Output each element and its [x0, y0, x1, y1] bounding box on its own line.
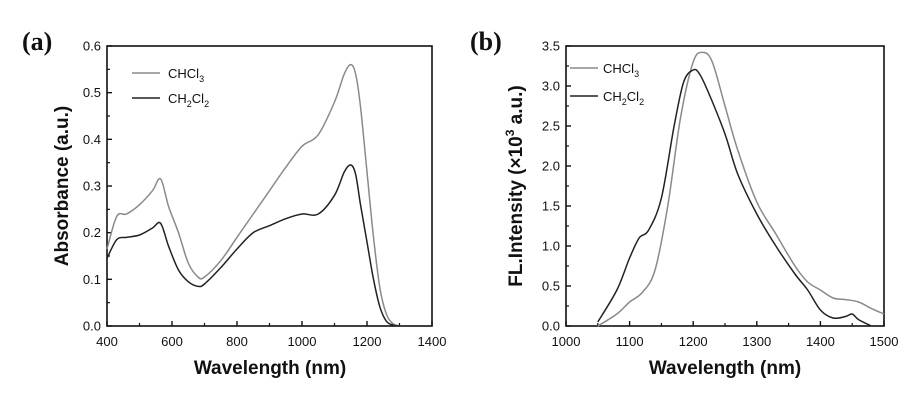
- panel-a-y-tick-label: 0.3: [83, 179, 101, 194]
- panel-b-label: (b): [470, 27, 502, 56]
- panel-b-y-tick-label: 3.5: [542, 39, 560, 54]
- panel-b-x-tick-label: 1400: [806, 334, 835, 349]
- panel-b-y-tick-label: 1.0: [542, 239, 560, 254]
- panel-a-y-tick-label: 0.2: [83, 225, 101, 240]
- panel-a-y-tick-label: 0.4: [83, 132, 101, 147]
- panel-a-x-tick-label: 800: [226, 334, 248, 349]
- panel-b-x-tick-label: 1100: [616, 334, 644, 349]
- panel-b-series-line-ch2cl2: [597, 68, 872, 327]
- panel-a-ticks: 400 600 800 1000 1200 1400 0.0 0.1 0.2 0.3 0.4 0.5 0…: [83, 39, 447, 350]
- panel-b-plot-frame: [565, 45, 885, 327]
- panel-a-series: [106, 63, 400, 327]
- panel-a-y-axis-title: Absorbance (a.u.): [52, 106, 73, 266]
- panel-a-x-tick-label: 1400: [418, 334, 447, 349]
- panel-b-legend-chcl3: CHCl3: [603, 61, 639, 79]
- panel-a-legend: CHCl3 CH2Cl2: [132, 66, 209, 109]
- panel-a-series-line-chcl3: [106, 63, 400, 327]
- panel-b-x-tick-label: 1000: [552, 334, 581, 349]
- panel-b-legend: CHCl3 CH2Cl2: [570, 61, 644, 107]
- panel-b-series-line-chcl3: [597, 51, 885, 327]
- panel-b-ticks: 1000 1100 1200 1300 1400 1500 0.0 0.5 1.0 1.5 2.0 2…: [542, 39, 899, 350]
- panel-b-y-tick-label: 2.5: [542, 119, 560, 134]
- panel-b: (b) 1000 1100 1200 1300 1400 1500 0.0 0.5 1.0 1.5…: [470, 27, 898, 379]
- panel-b-series: [597, 51, 885, 327]
- panel-a-y-tick-label: 0.1: [83, 272, 101, 287]
- panel-b-y-tick-label: 0.0: [542, 319, 560, 334]
- panel-b-y-axis-title: FL.Intensity (×103 a.u.): [503, 85, 527, 286]
- panel-a-y-tick-label: 0.0: [83, 319, 101, 334]
- panel-b-x-axis-title: Wavelength (nm): [649, 358, 801, 379]
- panel-b-y-tick-label: 3.0: [542, 79, 560, 94]
- panel-a-legend-ch2cl2: CH2Cl2: [168, 91, 209, 109]
- panel-b-x-tick-label: 1300: [742, 334, 771, 349]
- panel-a-x-tick-label: 400: [96, 334, 118, 349]
- panel-a-label: (a): [22, 27, 52, 56]
- panel-b-x-tick-label: 1500: [870, 334, 899, 349]
- panel-a-series-line-ch2cl2: [106, 164, 400, 327]
- panel-a: (a) 400 600 800 1000 1200 1400 0.0 0.1 0.2 0.3 0.4…: [22, 27, 446, 379]
- panel-a-x-axis-title: Wavelength (nm): [194, 358, 346, 379]
- panel-b-y-tick-label: 1.5: [542, 199, 560, 214]
- panel-b-y-tick-label: 2.0: [542, 159, 560, 174]
- panel-b-x-tick-label: 1200: [679, 334, 708, 349]
- panel-a-x-tick-label: 1200: [353, 334, 382, 349]
- panel-a-x-tick-label: 1000: [288, 334, 317, 349]
- panel-a-y-tick-label: 0.6: [83, 39, 101, 54]
- panel-a-x-tick-label: 600: [161, 334, 183, 349]
- panel-a-legend-chcl3: CHCl3: [168, 66, 204, 84]
- panel-b-legend-ch2cl2: CH2Cl2: [603, 89, 644, 107]
- panel-b-y-tick-label: 0.5: [542, 279, 560, 294]
- panel-a-y-tick-label: 0.5: [83, 85, 101, 100]
